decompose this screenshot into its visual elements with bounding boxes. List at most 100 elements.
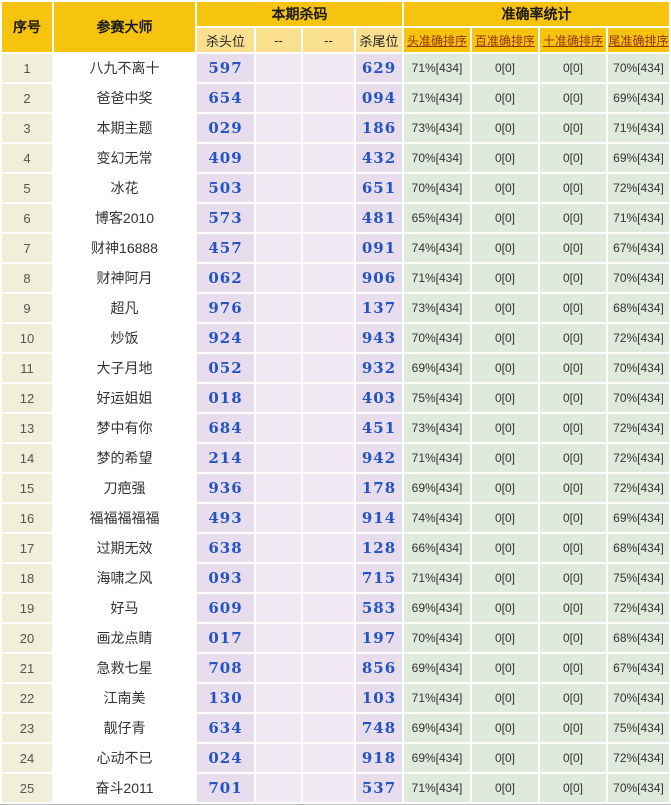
acc-tail-value: 71%[434] <box>608 204 669 232</box>
sort-link-hundred[interactable]: 百准确排序 <box>474 33 535 48</box>
kill-head-value: 634 <box>197 714 254 742</box>
serial-cell: 8 <box>2 264 52 292</box>
acc-tail-value: 69%[434] <box>608 504 669 532</box>
table-row: 22 江南美 130 103 71%[434] 0[0] 0[0] 70%[434] <box>2 684 669 712</box>
acc-head-value: 70%[434] <box>404 144 470 172</box>
kill-head-value: 130 <box>197 684 254 712</box>
kill-head-header: 杀头位 <box>197 28 254 52</box>
kill-head-value: 493 <box>197 504 254 532</box>
kill-dash-cell <box>303 654 354 682</box>
table-row: 14 梦的希望 214 942 71%[434] 0[0] 0[0] 72%[434] <box>2 444 669 472</box>
acc-hundred-value: 0[0] <box>472 54 538 82</box>
acc-hundred-value: 0[0] <box>472 144 538 172</box>
header-row-groups: 序号 参赛大师 本期杀码 准确率统计 <box>2 2 669 52</box>
kill-dash-cell <box>256 294 301 322</box>
kill-dash-cell <box>256 84 301 112</box>
kill-dash-cell <box>256 564 301 592</box>
kill-dash-cell <box>256 354 301 382</box>
table-row: 6 博客2010 573 481 65%[434] 0[0] 0[0] 71%[434] <box>2 204 669 232</box>
serial-cell: 12 <box>2 384 52 412</box>
kill-dash-cell <box>303 144 354 172</box>
kill-head-value: 503 <box>197 174 254 202</box>
kill-head-value: 024 <box>197 744 254 772</box>
accuracy-group-header: 准确率统计 <box>404 2 669 26</box>
kill-dash-cell <box>256 684 301 712</box>
acc-head-value: 71%[434] <box>404 264 470 292</box>
kill-tail-value: 943 <box>356 324 402 352</box>
acc-hundred-value: 0[0] <box>472 594 538 622</box>
kill-tail-value: 748 <box>356 714 402 742</box>
kill-tail-value: 856 <box>356 654 402 682</box>
acc-ten-value: 0[0] <box>540 684 606 712</box>
kill-tail-value: 537 <box>356 774 402 802</box>
master-name: 梦的希望 <box>54 444 195 472</box>
sort-link-head[interactable]: 头准确排序 <box>406 33 467 48</box>
acc-hundred-value: 0[0] <box>472 504 538 532</box>
acc-tail-value: 67%[434] <box>608 234 669 262</box>
kill-tail-header: 杀尾位 <box>356 28 402 52</box>
acc-ten-value: 0[0] <box>540 54 606 82</box>
master-name: 过期无效 <box>54 534 195 562</box>
kill-dash-cell <box>256 54 301 82</box>
kill-head-value: 924 <box>197 324 254 352</box>
acc-tail-value: 75%[434] <box>608 564 669 592</box>
acc-tail-value: 71%[434] <box>608 114 669 142</box>
kill-head-value: 609 <box>197 594 254 622</box>
serial-cell: 2 <box>2 84 52 112</box>
master-name: 急救七星 <box>54 654 195 682</box>
sort-link-tail[interactable]: 尾准确排序 <box>608 33 669 48</box>
kill-tail-value: 128 <box>356 534 402 562</box>
acc-hundred-value: 0[0] <box>472 324 538 352</box>
acc-ten-value: 0[0] <box>540 774 606 802</box>
master-name: 爸爸中奖 <box>54 84 195 112</box>
acc-ten-value: 0[0] <box>540 714 606 742</box>
kill-dash-cell <box>303 744 354 772</box>
kill-head-value: 409 <box>197 144 254 172</box>
kill-dash-cell <box>256 594 301 622</box>
acc-tail-value: 72%[434] <box>608 324 669 352</box>
kill-tail-value: 432 <box>356 144 402 172</box>
acc-head-value: 69%[434] <box>404 474 470 502</box>
kill-head-value: 018 <box>197 384 254 412</box>
serial-cell: 11 <box>2 354 52 382</box>
table-row: 9 超凡 976 137 73%[434] 0[0] 0[0] 68%[434] <box>2 294 669 322</box>
acc-ten-value: 0[0] <box>540 384 606 412</box>
serial-cell: 16 <box>2 504 52 532</box>
acc-tail-value: 70%[434] <box>608 54 669 82</box>
acc-ten-value: 0[0] <box>540 654 606 682</box>
master-name: 本期主题 <box>54 114 195 142</box>
kill-tail-value: 629 <box>356 54 402 82</box>
serial-cell: 6 <box>2 204 52 232</box>
acc-ten-value: 0[0] <box>540 594 606 622</box>
kill-head-value: 017 <box>197 624 254 652</box>
kill-group-header: 本期杀码 <box>197 2 402 26</box>
kill-dash-cell <box>256 624 301 652</box>
kill-dash-cell <box>303 354 354 382</box>
acc-tail-value: 70%[434] <box>608 354 669 382</box>
table-row: 24 心动不已 024 918 69%[434] 0[0] 0[0] 72%[434] <box>2 744 669 772</box>
serial-cell: 19 <box>2 594 52 622</box>
acc-head-value: 71%[434] <box>404 84 470 112</box>
table-row: 25 奋斗2011 701 537 71%[434] 0[0] 0[0] 70%[434] <box>2 774 669 802</box>
serial-cell: 25 <box>2 774 52 802</box>
kill-dash-cell <box>256 474 301 502</box>
kill-dash-cell <box>256 444 301 472</box>
table-row: 16 福福福福福 493 914 74%[434] 0[0] 0[0] 69%[434] <box>2 504 669 532</box>
table-body: 1 八九不离十 597 629 71%[434] 0[0] 0[0] 70%[434] 2 爸爸中… <box>2 54 669 802</box>
acc-tail-value: 72%[434] <box>608 744 669 772</box>
serial-cell: 24 <box>2 744 52 772</box>
table-row: 10 炒饭 924 943 70%[434] 0[0] 0[0] 72%[434] <box>2 324 669 352</box>
kill-dash-header: -- <box>303 28 354 52</box>
acc-tail-value: 69%[434] <box>608 144 669 172</box>
acc-hundred-value: 0[0] <box>472 534 538 562</box>
acc-hundred-value: 0[0] <box>472 84 538 112</box>
acc-hundred-value: 0[0] <box>472 384 538 412</box>
serial-cell: 9 <box>2 294 52 322</box>
master-name: 大子月地 <box>54 354 195 382</box>
kill-dash-cell <box>256 504 301 532</box>
table-row: 8 财神阿月 062 906 71%[434] 0[0] 0[0] 70%[434] <box>2 264 669 292</box>
kill-tail-value: 942 <box>356 444 402 472</box>
master-name: 博客2010 <box>54 204 195 232</box>
kill-tail-value: 715 <box>356 564 402 592</box>
sort-link-ten[interactable]: 十准确排序 <box>542 33 603 48</box>
